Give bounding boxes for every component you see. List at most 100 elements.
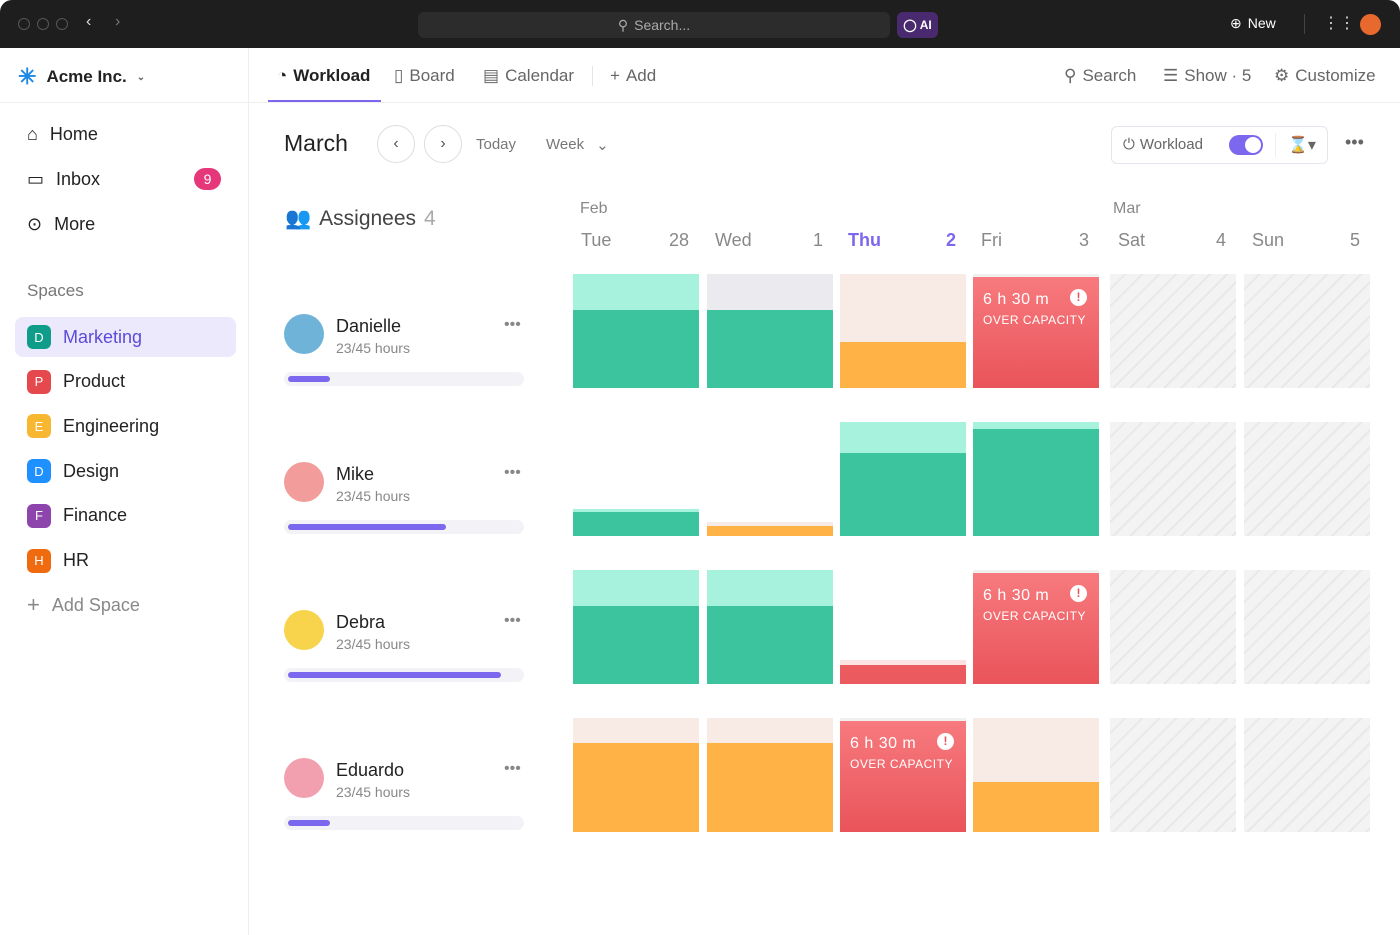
tab-workload[interactable]: ◔ Workload [277, 66, 371, 85]
divider [1304, 14, 1305, 34]
workspace-switcher[interactable]: ✳ Acme Inc. ⌄ [18, 64, 146, 89]
workload-cell[interactable] [840, 422, 966, 536]
sidebar-item-home[interactable]: ⌂ Home [27, 123, 98, 144]
apps-grid-icon[interactable]: ⋮⋮ [1323, 15, 1355, 32]
range-select[interactable]: Week ⌄ [546, 136, 609, 154]
chevron-left-icon: ‹ [393, 135, 399, 152]
day-number: 4 [1215, 230, 1226, 250]
assignee-name: Eduardo [336, 760, 405, 780]
alert-icon: ! [1070, 289, 1087, 306]
assignees-header: 👥 Assignees 4 [285, 207, 436, 230]
sidebar-item-more[interactable]: ⊙ More [27, 213, 96, 234]
assignee-hours: 23/45 hours [336, 636, 410, 652]
assignee-name: Danielle [336, 316, 402, 336]
next-button[interactable]: › [424, 125, 462, 163]
workload-cell-over-capacity[interactable]: 6 h 30 m OVER CAPACITY! [973, 570, 1099, 684]
day-number: 1 [812, 230, 823, 250]
sliders-icon: ☰ [1163, 66, 1179, 85]
workload-cell[interactable] [707, 274, 833, 388]
load-segment [840, 452, 966, 536]
ai-button[interactable]: ◯ AI [897, 12, 938, 38]
global-search-input[interactable]: ⚲ Search... [418, 12, 890, 38]
row-more-icon[interactable]: ••• [504, 464, 521, 481]
sidebar-space-hr[interactable]: H HR [15, 541, 236, 581]
workload-cell[interactable] [973, 718, 1099, 832]
today-button[interactable]: Today [476, 136, 517, 153]
workload-toggle[interactable] [1229, 135, 1263, 155]
workload-cell[interactable] [573, 274, 699, 388]
home-icon: ⌂ [27, 123, 38, 144]
workload-cell[interactable] [840, 570, 966, 684]
workload-controls: ⏻ Workload ⌛▾ [1111, 126, 1328, 164]
workload-label: ⏻ Workload [1123, 136, 1203, 153]
forward-button[interactable]: › [115, 13, 121, 30]
customize-button[interactable]: ⚙ Customize [1274, 66, 1376, 85]
add-space-button[interactable]: + Add Space [27, 592, 140, 617]
search-button[interactable]: ⚲ Search [1064, 66, 1137, 85]
workload-cell[interactable] [973, 422, 1099, 536]
assignee-hours: 23/45 hours [336, 784, 410, 800]
chevron-down-icon: ⌄ [596, 137, 609, 154]
day-number: 5 [1349, 230, 1360, 250]
load-segment [840, 342, 966, 388]
day-name: Sat [1118, 230, 1146, 250]
workload-cell-over-capacity[interactable]: 6 h 30 m OVER CAPACITY! [973, 274, 1099, 388]
month-label-feb: Feb [580, 200, 608, 217]
power-icon: ⏻ [1123, 136, 1135, 153]
space-avatar: P [27, 369, 51, 394]
workload-cell[interactable] [573, 570, 699, 684]
workload-cell-weekend [1110, 422, 1236, 536]
workload-cell-weekend [1110, 570, 1236, 684]
prev-button[interactable]: ‹ [377, 125, 415, 163]
load-segment [707, 310, 833, 388]
workload-cell[interactable] [573, 718, 699, 832]
more-options-icon[interactable]: ••• [1345, 132, 1364, 152]
load-segment [573, 310, 699, 388]
add-view-button[interactable]: + Add [610, 66, 657, 85]
assignee-hours: 23/45 hours [336, 488, 410, 504]
row-more-icon[interactable]: ••• [504, 612, 521, 629]
avatar [284, 610, 324, 650]
show-button[interactable]: ☰ Show · 5 [1163, 66, 1252, 85]
sidebar-space-design[interactable]: D Design [15, 451, 236, 491]
month-label-mar: Mar [1113, 200, 1141, 217]
alert-icon: ! [1070, 585, 1087, 602]
user-avatar[interactable] [1360, 14, 1381, 35]
workspace-logo-icon: ✳ [18, 64, 37, 89]
hourglass-icon: ⌛▾ [1288, 137, 1316, 154]
sidebar-space-marketing[interactable]: D Marketing [15, 317, 236, 357]
sidebar-space-engineering[interactable]: E Engineering [15, 406, 236, 446]
row-more-icon[interactable]: ••• [504, 760, 521, 777]
plus-icon: + [27, 592, 40, 617]
back-button[interactable]: ‹ [86, 13, 92, 30]
divider [0, 102, 248, 103]
sidebar-space-finance[interactable]: F Finance [15, 496, 236, 536]
sidebar-item-inbox[interactable]: ▭ Inbox 9 [15, 159, 236, 199]
tab-board[interactable]: ▯ Board [394, 66, 455, 85]
title-bar: ‹ › ⚲ Search... ◯ AI ⊕ New ⋮⋮ [0, 0, 1400, 48]
space-avatar: H [27, 548, 51, 573]
workload-cell-weekend [1110, 274, 1236, 388]
new-button[interactable]: ⊕ New [1230, 15, 1276, 31]
workload-cell[interactable] [707, 718, 833, 832]
window-close-button[interactable] [18, 18, 30, 30]
workload-cell-weekend [1244, 570, 1370, 684]
chevron-right-icon: › [440, 135, 446, 152]
more-circle-icon: ⊙ [27, 213, 43, 234]
chevron-down-icon: ⌄ [136, 71, 146, 83]
workload-cell[interactable] [840, 274, 966, 388]
row-more-icon[interactable]: ••• [504, 316, 521, 333]
window-minimize-button[interactable] [37, 18, 49, 30]
tab-calendar[interactable]: ▤ Calendar [483, 66, 575, 85]
day-name: Sun [1252, 230, 1285, 250]
sidebar-space-product[interactable]: P Product [15, 362, 236, 402]
workload-cell[interactable] [573, 422, 699, 536]
window-maximize-button[interactable] [56, 18, 68, 30]
workload-cell[interactable] [707, 422, 833, 536]
workload-cell-over-capacity[interactable]: 6 h 30 m OVER CAPACITY! [840, 718, 966, 832]
workload-cell[interactable] [707, 570, 833, 684]
hourglass-dropdown[interactable]: ⌛▾ [1288, 135, 1316, 155]
spaces-heading: Spaces [27, 281, 84, 300]
sidebar: ✳ Acme Inc. ⌄ ⌂ Home ▭ Inbox 9 ⊙ More Spaces … [0, 48, 249, 935]
day-number: 2 [945, 230, 956, 250]
